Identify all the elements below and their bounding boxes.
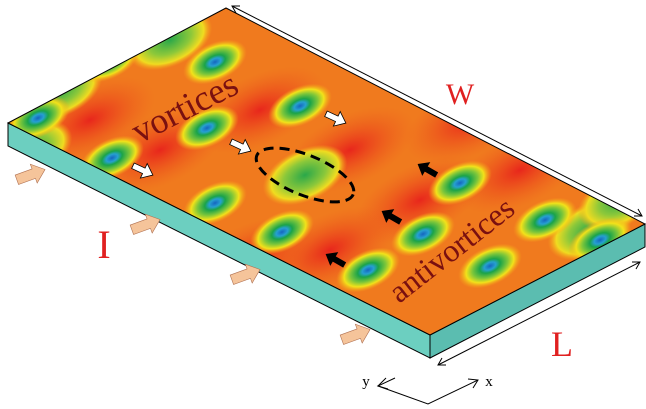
current-arrow (13, 160, 48, 189)
axes (378, 378, 478, 404)
diagram: vortices antivortices W I L y x (0, 0, 646, 409)
arrow-head (468, 379, 478, 388)
width-label: W (446, 78, 475, 111)
current-label: I (97, 222, 110, 267)
y-axis-label: y (362, 374, 370, 390)
x-axis-label: x (485, 374, 493, 390)
length-label: L (551, 324, 573, 364)
page: vortices antivortices W I L y x (() => {… (0, 0, 646, 409)
